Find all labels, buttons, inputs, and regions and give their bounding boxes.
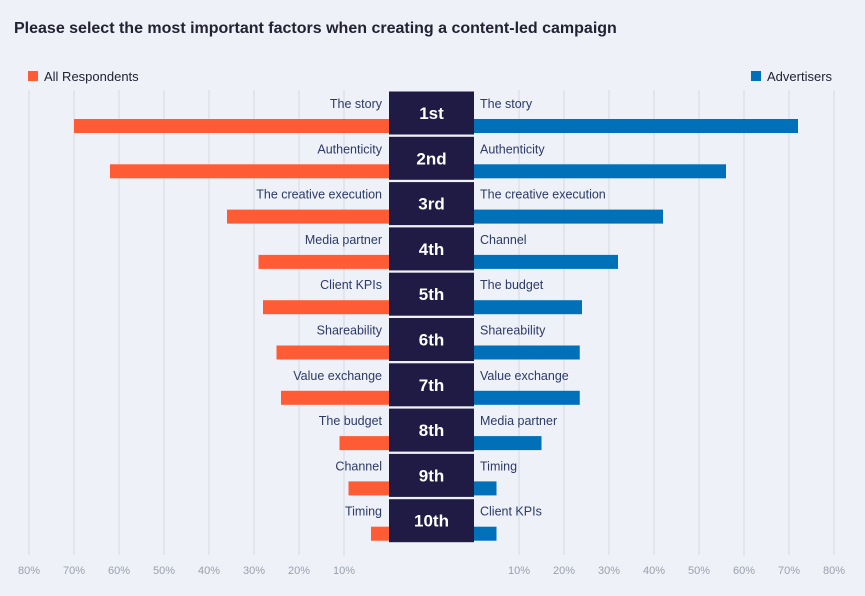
rank-box bbox=[389, 363, 474, 407]
x-tick-label: 40% bbox=[198, 565, 220, 577]
bar-all-respondents bbox=[371, 526, 389, 541]
category-label-right: The budget bbox=[480, 278, 544, 292]
category-label-right: Timing bbox=[480, 459, 517, 473]
rank-label: 8th bbox=[419, 421, 445, 440]
rank-box bbox=[389, 499, 474, 543]
x-tick-label: 50% bbox=[153, 565, 175, 577]
x-tick-label: 30% bbox=[243, 565, 265, 577]
rank-label: 5th bbox=[419, 285, 445, 304]
bar-advertisers bbox=[474, 345, 580, 360]
rank-box bbox=[389, 227, 474, 271]
bar-advertisers bbox=[474, 526, 497, 541]
category-label-left: Timing bbox=[345, 505, 382, 519]
x-tick-label: 30% bbox=[598, 565, 620, 577]
bar-advertisers bbox=[474, 164, 726, 179]
legend: All Respondents Advertisers bbox=[28, 69, 833, 84]
x-tick-label: 70% bbox=[63, 565, 85, 577]
x-tick-label: 60% bbox=[108, 565, 130, 577]
category-label-right: Media partner bbox=[480, 414, 557, 428]
category-label-right: Authenticity bbox=[480, 142, 545, 156]
rank-label: 6th bbox=[419, 331, 445, 350]
bar-advertisers bbox=[474, 481, 497, 496]
legend-label-advertisers: Advertisers bbox=[767, 69, 833, 84]
x-tick-label: 10% bbox=[333, 565, 355, 577]
chart-title: Please select the most important factors… bbox=[14, 20, 617, 37]
rank-box bbox=[389, 272, 474, 316]
bar-all-respondents bbox=[276, 345, 389, 360]
rank-label: 7th bbox=[419, 376, 445, 395]
bar-all-respondents bbox=[263, 300, 389, 315]
bar-all-respondents bbox=[227, 209, 389, 224]
category-label-right: Channel bbox=[480, 233, 527, 247]
category-label-right: Value exchange bbox=[480, 369, 569, 383]
category-label-right: Shareability bbox=[480, 324, 546, 338]
category-label-left: Media partner bbox=[305, 233, 382, 247]
rank-box bbox=[389, 453, 474, 497]
rank-box bbox=[389, 408, 474, 452]
rank-label: 10th bbox=[414, 512, 449, 531]
bar-all-respondents bbox=[74, 119, 389, 133]
bars bbox=[74, 119, 798, 541]
legend-label-all-respondents: All Respondents bbox=[44, 69, 139, 84]
rank-label: 9th bbox=[419, 466, 445, 485]
category-label-left: Value exchange bbox=[293, 369, 382, 383]
x-tick-label: 10% bbox=[508, 565, 530, 577]
bar-advertisers bbox=[474, 119, 798, 133]
x-tick-label: 50% bbox=[688, 565, 710, 577]
legend-swatch-all-respondents bbox=[28, 71, 38, 81]
gridlines bbox=[28, 90, 835, 555]
bar-all-respondents bbox=[258, 254, 389, 269]
bar-advertisers bbox=[474, 390, 580, 405]
bar-advertisers bbox=[474, 254, 618, 269]
bar-all-respondents bbox=[281, 390, 389, 405]
rank-label: 1st bbox=[419, 104, 444, 123]
rank-box bbox=[389, 91, 474, 135]
bar-all-respondents bbox=[348, 481, 389, 496]
bar-advertisers bbox=[474, 300, 582, 315]
x-axis-ticks: 10% 10% 20% 20% 30% 30% 40% 40% 50% 50% 60% 60% 70% 7… bbox=[18, 565, 845, 577]
x-tick-label: 20% bbox=[288, 565, 310, 577]
legend-swatch-advertisers bbox=[751, 71, 761, 81]
category-label-right: The creative execution bbox=[480, 188, 606, 202]
category-label-right: Client KPIs bbox=[480, 505, 542, 519]
bar-advertisers bbox=[474, 436, 542, 451]
x-tick-label: 60% bbox=[733, 565, 755, 577]
category-label-left: Shareability bbox=[317, 324, 383, 338]
category-label-left: Channel bbox=[335, 459, 382, 473]
category-label-left: The story bbox=[330, 97, 383, 111]
rank-column: 1st 2nd 3rd 4th 5th 6th 7th 8th 9th 10th bbox=[389, 91, 474, 543]
rank-label: 3rd bbox=[418, 195, 444, 214]
rank-label: 4th bbox=[419, 240, 445, 259]
bar-advertisers bbox=[474, 209, 663, 224]
x-tick-label: 80% bbox=[18, 565, 40, 577]
bar-all-respondents bbox=[110, 164, 389, 179]
rank-box bbox=[389, 318, 474, 361]
rank-box bbox=[389, 136, 474, 180]
category-label-left: The budget bbox=[319, 414, 383, 428]
category-label-left: Authenticity bbox=[317, 142, 382, 156]
category-label-left: Client KPIs bbox=[320, 278, 382, 292]
category-label-right: The story bbox=[480, 97, 533, 111]
bar-all-respondents bbox=[339, 436, 389, 451]
x-tick-label: 80% bbox=[823, 565, 845, 577]
category-label-left: The creative execution bbox=[256, 188, 382, 202]
x-tick-label: 70% bbox=[778, 565, 800, 577]
bar-labels: The story The story Authenticity Authentici… bbox=[256, 97, 606, 519]
rank-label: 2nd bbox=[416, 149, 446, 168]
x-tick-label: 20% bbox=[553, 565, 575, 577]
x-tick-label: 40% bbox=[643, 565, 665, 577]
rank-box bbox=[389, 182, 474, 226]
